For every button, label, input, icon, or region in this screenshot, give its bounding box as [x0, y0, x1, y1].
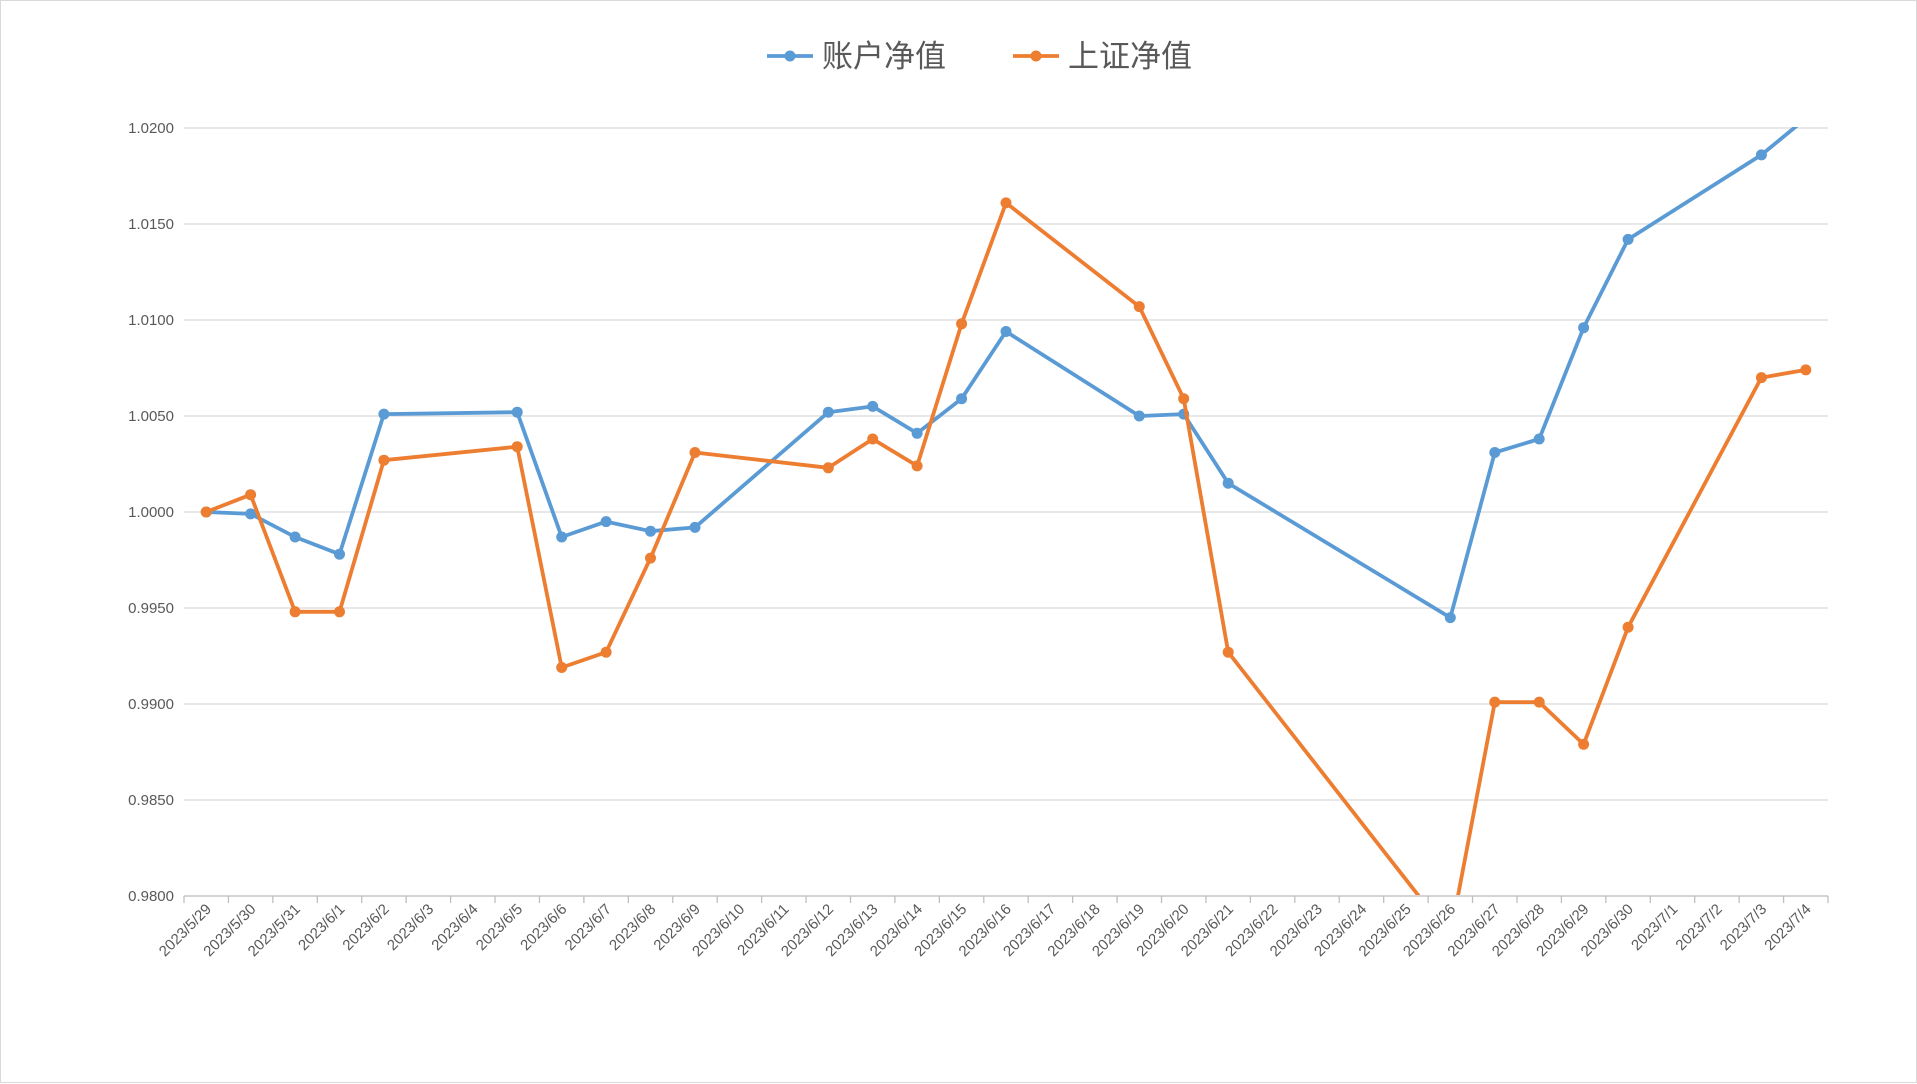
- data-point: [1222, 646, 1234, 658]
- y-tick-label: 1.0150: [128, 216, 174, 233]
- x-tick-label: 2023/6/3: [384, 901, 437, 954]
- data-point: [867, 400, 879, 412]
- data-point: [600, 646, 612, 658]
- x-tick-label: 2023/7/1: [1628, 901, 1681, 954]
- legend-item: 账户净值: [767, 39, 946, 75]
- data-point: [1222, 477, 1234, 489]
- data-point: [1755, 149, 1767, 161]
- data-point: [956, 393, 968, 405]
- series-layer: [200, 113, 1812, 895]
- data-point: [556, 531, 568, 543]
- data-point: [1133, 410, 1145, 422]
- data-point: [378, 408, 390, 420]
- y-tick-label: 1.0100: [128, 312, 174, 329]
- y-tick-label: 1.0000: [128, 504, 174, 521]
- series-line: [204, 200, 1808, 895]
- x-tick-label: 2023/6/8: [606, 901, 659, 954]
- data-point: [556, 662, 568, 673]
- data-point: [245, 508, 257, 520]
- x-tick-label: 2023/7/2: [1672, 901, 1725, 954]
- x-tick-label: 2023/7/4: [1761, 901, 1814, 954]
- legend-label: 账户净值: [822, 39, 946, 75]
- x-tick-label: 2023/7/3: [1717, 901, 1770, 954]
- y-tick-label: 0.9850: [128, 792, 174, 809]
- legend-item: 上证净值: [1013, 39, 1192, 75]
- data-point: [1755, 372, 1767, 384]
- data-point: [1533, 696, 1545, 708]
- data-point: [822, 462, 834, 474]
- data-point: [511, 441, 523, 453]
- data-point: [511, 406, 523, 418]
- data-point: [1489, 447, 1501, 458]
- y-tick-label: 0.9800: [128, 888, 174, 905]
- x-tick-label: 2023/6/5: [473, 901, 526, 954]
- series-2: [200, 197, 1812, 895]
- data-point: [378, 454, 390, 466]
- data-point: [822, 406, 834, 418]
- data-point: [1622, 233, 1634, 245]
- x-tick-label: 2023/6/2: [339, 901, 392, 954]
- data-point: [1000, 326, 1012, 337]
- x-tick-label: 2023/6/4: [428, 901, 481, 954]
- data-point: [334, 606, 345, 618]
- legend-label: 上证净值: [1068, 39, 1192, 75]
- data-point: [911, 427, 923, 439]
- data-point: [645, 552, 656, 564]
- y-tick-label: 0.9950: [128, 600, 174, 617]
- x-tick-label: 2023/6/6: [517, 901, 570, 954]
- legend-swatch-marker: [784, 50, 796, 62]
- data-point: [289, 531, 301, 543]
- data-point: [1800, 364, 1812, 376]
- gridlines: [184, 127, 1828, 897]
- data-point: [1578, 322, 1590, 334]
- data-point: [645, 525, 656, 537]
- data-point: [1000, 197, 1012, 209]
- y-axis: 0.9800 0.9850 0.9900 0.9950 1.0000 1.0050 1.01…: [128, 120, 174, 905]
- data-point: [1800, 113, 1811, 124]
- series-line: [204, 127, 1799, 620]
- y-tick-label: 0.9900: [128, 696, 174, 713]
- x-axis: 2023/5/292023/5/302023/5/312023/6/12023/…: [156, 895, 1829, 960]
- data-point: [689, 447, 701, 458]
- data-point: [1178, 393, 1190, 405]
- y-tick-label: 1.0200: [128, 120, 174, 137]
- data-point: [1489, 696, 1501, 708]
- x-tick-label: 2023/6/1: [295, 901, 348, 954]
- y-tick-label: 1.0050: [128, 408, 174, 425]
- series-1: [200, 113, 1811, 624]
- data-point: [956, 318, 968, 330]
- legend-swatch-marker: [1030, 50, 1042, 62]
- data-point: [1533, 433, 1545, 445]
- data-point: [1444, 612, 1456, 624]
- x-tick-label: 2023/6/7: [562, 901, 615, 954]
- data-point: [200, 506, 212, 518]
- data-point: [1133, 301, 1145, 313]
- data-point: [911, 460, 923, 472]
- data-point: [289, 606, 301, 618]
- data-point: [600, 516, 612, 528]
- data-point: [245, 489, 257, 501]
- data-point: [1622, 621, 1634, 633]
- data-point: [1578, 738, 1590, 750]
- data-point: [334, 548, 345, 560]
- data-point: [867, 433, 879, 445]
- data-point: [689, 521, 701, 533]
- legend: 账户净值 上证净值: [767, 39, 1192, 75]
